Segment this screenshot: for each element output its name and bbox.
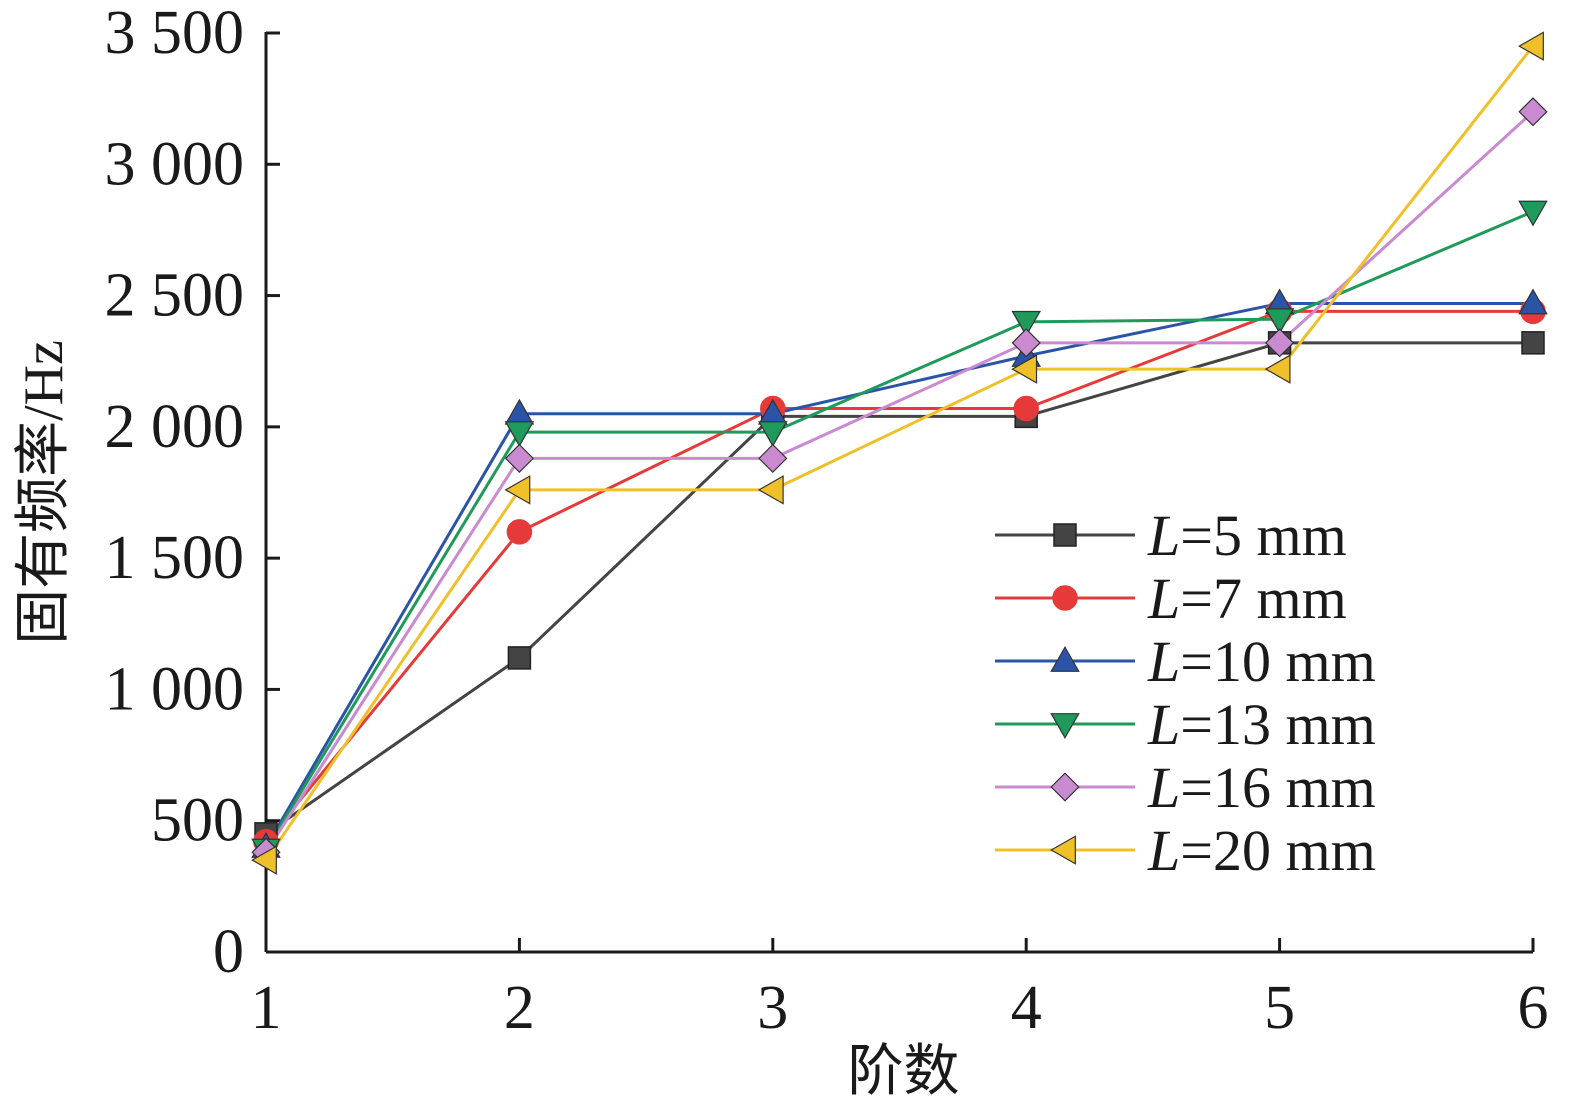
x-tick-label: 4 (1011, 974, 1042, 1042)
data-point (251, 845, 277, 875)
legend-label-value: =5 mm (1180, 503, 1346, 568)
legend-item: L=13 mm (995, 692, 1376, 757)
data-point (504, 443, 534, 473)
series-line (265, 341, 1533, 836)
series-line (264, 110, 1535, 854)
legend-item: L=16 mm (995, 755, 1376, 820)
data-point (1518, 288, 1548, 315)
legend-item: L=5 mm (995, 503, 1347, 568)
y-tick-label: 1 000 (105, 655, 245, 723)
data-point (1518, 31, 1544, 61)
legend-label-value: =7 mm (1180, 566, 1346, 631)
data-point (1521, 331, 1545, 355)
axes: 0 500 1 000 1 500 2 000 2 500 3 000 3 500 1 2 3 4 5 6… (13, 0, 1549, 1103)
legend-label-value: =10 mm (1180, 629, 1375, 694)
data-point (1050, 646, 1080, 672)
y-tick-label: 3 500 (105, 0, 245, 67)
series-layer (251, 31, 1548, 875)
data-point (1053, 523, 1077, 547)
x-tick-label: 1 (251, 974, 282, 1042)
data-point (1011, 354, 1038, 384)
legend-item: L=7 mm (995, 566, 1347, 631)
x-tick-label: 2 (504, 974, 535, 1042)
data-point (1050, 835, 1076, 865)
series-line (264, 210, 1534, 851)
legend-label-value: =20 mm (1180, 818, 1375, 883)
legend-label: L=20 mm (1147, 818, 1376, 883)
data-point (1265, 328, 1295, 358)
data-point (1011, 310, 1041, 337)
series-1 (264, 309, 1533, 843)
data-point (1050, 713, 1080, 739)
y-axis-label: 固有频率/Hz (13, 340, 75, 645)
series-3 (264, 210, 1534, 851)
legend-label: L=16 mm (1147, 755, 1376, 820)
y-tick-label: 2 000 (105, 393, 245, 461)
legend-label-variable: L (1147, 629, 1180, 694)
data-point (1052, 585, 1078, 611)
series-line (264, 309, 1533, 843)
data-point (504, 475, 531, 505)
data-point (1013, 395, 1039, 422)
data-point (507, 646, 532, 670)
legend-label-variable: L (1147, 755, 1180, 820)
legend-label: L=10 mm (1147, 629, 1376, 694)
series-4 (264, 110, 1535, 854)
data-point (504, 421, 535, 448)
series-5 (264, 45, 1535, 861)
series-markers-5 (251, 31, 1544, 875)
data-point (1050, 772, 1080, 802)
legend-label: L=7 mm (1147, 566, 1347, 631)
legend: L=5 mmL=7 mmL=10 mmL=13 mmL=16 mmL=20 mm (995, 503, 1376, 883)
legend-item: L=20 mm (995, 818, 1376, 883)
series-0 (265, 341, 1533, 836)
data-point (1518, 200, 1548, 227)
legend-label-variable: L (1147, 692, 1180, 757)
legend-label-value: =13 mm (1180, 692, 1375, 757)
data-point (506, 519, 533, 545)
y-tick-label: 500 (151, 787, 244, 855)
data-point (1264, 354, 1291, 384)
x-axis-label: 阶数 (848, 1041, 960, 1103)
y-tick-label: 0 (213, 918, 244, 986)
x-tick-label: 3 (757, 974, 788, 1042)
x-tick-label: 5 (1264, 974, 1295, 1042)
legend-label: L=5 mm (1147, 503, 1347, 568)
data-point (1518, 97, 1548, 127)
series-line (264, 45, 1535, 861)
y-tick-label: 2 500 (105, 262, 245, 330)
legend-label-variable: L (1147, 503, 1180, 568)
data-point (758, 421, 788, 448)
x-tick-label: 6 (1518, 974, 1549, 1042)
legend-item: L=10 mm (995, 629, 1376, 694)
legend-label: L=13 mm (1147, 692, 1376, 757)
y-tick-label: 1 500 (105, 524, 245, 592)
y-tick-label: 3 000 (105, 130, 245, 198)
data-point (757, 475, 784, 505)
data-point (504, 398, 535, 425)
legend-label-variable: L (1147, 566, 1180, 631)
data-point (1011, 328, 1041, 358)
data-point (758, 443, 788, 473)
data-point (1264, 308, 1295, 335)
legend-label-value: =16 mm (1180, 755, 1375, 820)
legend-label-variable: L (1147, 818, 1180, 883)
